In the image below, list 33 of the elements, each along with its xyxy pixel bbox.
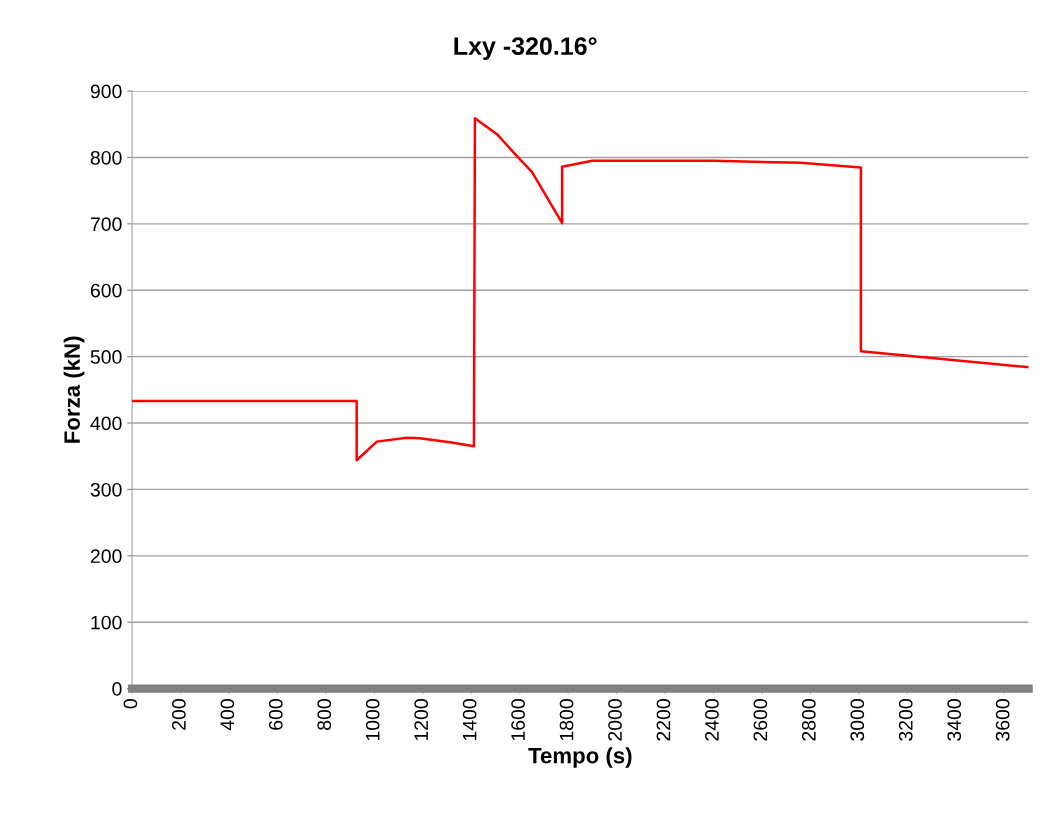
x-tick-label: 200 (171, 699, 186, 730)
y-tick-label: 700 (90, 217, 122, 232)
x-tick-label: 3200 (898, 699, 913, 741)
x-tick-label: 1600 (511, 699, 525, 741)
y-tick-label: 800 (90, 150, 122, 165)
y-tick-label: 100 (91, 615, 122, 630)
y-tick-label: 900 (90, 84, 122, 99)
x-tick-label: 2200 (656, 699, 671, 741)
line-series (132, 117, 1029, 462)
y-tick-label: 300 (90, 482, 122, 497)
chart-title: Lxy -320.16° (454, 37, 597, 60)
y-tick-label: 400 (90, 416, 122, 431)
x-tick-label: 1800 (559, 699, 574, 741)
x-tick-label: 400 (220, 699, 235, 731)
x-tick-label: 3000 (850, 699, 865, 741)
x-tick-label: 0 (123, 699, 138, 709)
x-tick-label: 600 (268, 699, 283, 730)
x-tick-label: 2800 (801, 699, 816, 741)
x-tick-label: 800 (317, 699, 332, 730)
x-tick-label: 3400 (947, 699, 962, 741)
y-tick-label: 600 (90, 283, 122, 298)
x-tick-label: 2600 (753, 699, 768, 741)
x-tick-label: 1000 (365, 699, 380, 741)
y-axis-title: Forza (kN) (63, 336, 85, 443)
x-tick-label: 1400 (462, 699, 477, 741)
y-tick-label: 500 (90, 350, 122, 364)
x-axis-title: Tempo (s) (528, 747, 632, 768)
x-tick-label: 2400 (705, 699, 719, 741)
y-tick-label: 0 (112, 682, 122, 696)
x-tick-label: 3600 (995, 699, 1010, 741)
y-tick-label: 200 (90, 549, 122, 564)
x-tick-label: 1200 (414, 699, 429, 741)
x-tick-label: 2000 (608, 699, 622, 741)
